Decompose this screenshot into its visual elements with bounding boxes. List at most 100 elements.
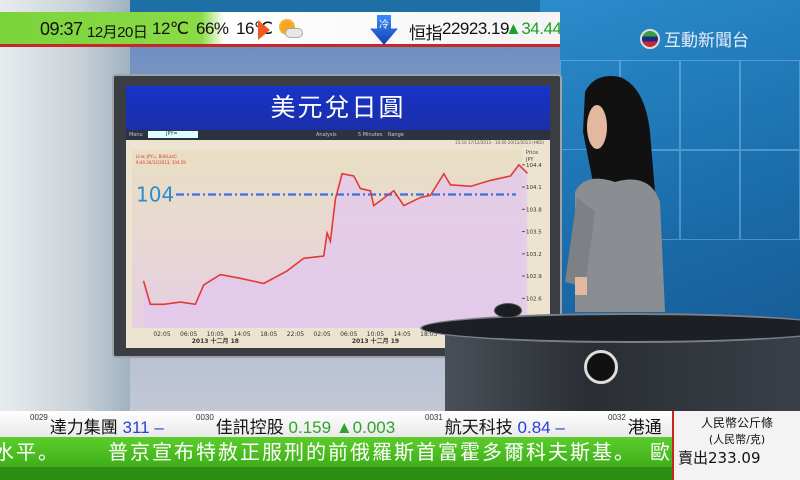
tvb-desk-logo-icon xyxy=(584,350,618,384)
monitor-screen: 美元兌日圓 Menu JPY= Analysis 5 Minutes Range… xyxy=(126,86,550,348)
x-tick-label: 22:05 xyxy=(287,331,304,338)
clock: 09:37 xyxy=(40,19,83,39)
crawl-segment: 普京宣布特赦正服刑的前俄羅斯首富霍多爾科夫斯基。 xyxy=(108,440,636,464)
data-point xyxy=(303,257,305,259)
gold-sell-price: 賣出233.09 xyxy=(678,449,761,467)
data-point xyxy=(194,303,196,305)
presenter xyxy=(565,76,665,312)
y-tick-label: 104.4 xyxy=(526,163,542,169)
date-range: 23:10 17/12/2013 - 10:00 20/12/2013 (HKD… xyxy=(455,140,544,145)
y-tick-label: 102.9 xyxy=(526,274,542,280)
temperature: 12℃ xyxy=(152,19,189,38)
news-crawl: 水平。 普京宣布特赦正服刑的前俄羅斯首富霍多爾科夫斯基。 歐 xyxy=(0,437,672,467)
x-date-label: 2013 十二月 19 xyxy=(352,337,399,345)
data-point xyxy=(326,232,328,234)
chart-title: 美元兌日圓 xyxy=(126,86,550,130)
data-point xyxy=(179,301,181,303)
data-point xyxy=(334,198,337,200)
data-point xyxy=(393,190,395,192)
data-point xyxy=(526,172,528,174)
channel-name: 互動新聞台 xyxy=(664,31,749,51)
legend-line-1: Line; JPY=, Bid(Last) xyxy=(136,154,177,159)
x-tick-label: 02:05 xyxy=(313,331,330,338)
data-point xyxy=(203,284,205,286)
data-point xyxy=(219,274,221,276)
ticker-item: 0030佳訊控股 0.159 ▲0.003 xyxy=(196,413,396,437)
toolbar-analysis[interactable]: Analysis xyxy=(316,132,337,138)
data-point xyxy=(143,280,145,282)
channel-logo: 互動新聞台 xyxy=(640,26,749,51)
x-date-label: 2013 十二月 18 xyxy=(192,337,239,345)
gold-unit: (人民幣/克) xyxy=(708,433,766,446)
data-point xyxy=(369,190,372,192)
x-tick-label: 10:05 xyxy=(207,331,224,338)
data-point xyxy=(419,196,422,199)
gold-title: 人民幣公斤條 xyxy=(700,416,773,430)
mouse xyxy=(494,303,522,318)
x-tick-label: 18:05 xyxy=(420,331,437,338)
tvb-logo-icon xyxy=(640,28,660,49)
humidity: 66% xyxy=(196,19,229,38)
ric-input[interactable]: JPY= xyxy=(148,131,198,138)
crawl-segment: 歐 xyxy=(650,440,672,464)
data-point xyxy=(341,173,343,175)
data-point xyxy=(329,240,332,242)
data-point xyxy=(509,175,512,177)
desk-front xyxy=(445,330,800,412)
reference-label: 104 xyxy=(136,183,174,207)
y-tick-label: 103.5 xyxy=(526,230,542,236)
date: 12月20日 xyxy=(87,24,148,41)
axis-unit: JPY xyxy=(525,157,534,163)
x-tick-label: 14:05 xyxy=(233,331,250,338)
data-point xyxy=(323,255,325,257)
y-tick-label: 104.1 xyxy=(526,185,542,191)
data-point xyxy=(443,173,445,175)
area-fill xyxy=(143,164,528,328)
sun-cloud-icon xyxy=(277,19,303,41)
data-point xyxy=(359,187,362,190)
x-tick-label: 14:05 xyxy=(393,331,410,338)
usd-jpy-chart: 23:10 17/12/2013 - 10:00 20/12/2013 (HKD… xyxy=(126,140,550,348)
data-point xyxy=(469,185,472,187)
chart-toolbar: Menu JPY= Analysis 5 Minutes Range xyxy=(126,130,550,140)
data-point xyxy=(163,303,165,305)
y-tick-label: 102.6 xyxy=(526,296,542,302)
y-tick-label: 103.8 xyxy=(526,207,542,213)
index-value: 22923.19 xyxy=(442,19,509,38)
crawl-segment: 水平。 xyxy=(0,440,60,464)
studio-monitor: 美元兌日圓 Menu JPY= Analysis 5 Minutes Range… xyxy=(112,74,562,358)
data-point xyxy=(149,303,151,305)
data-point xyxy=(353,175,355,177)
warning-label: 冷 xyxy=(379,20,389,31)
y-tick-label: 103.2 xyxy=(526,252,542,258)
toolbar-range[interactable]: Range xyxy=(388,132,404,138)
data-point xyxy=(373,205,375,207)
data-point xyxy=(429,194,432,196)
info-bar-divider xyxy=(0,44,560,47)
stock-ticker: 0029達力集團 311 – 0030佳訊控股 0.159 ▲0.003 003… xyxy=(0,411,672,437)
crawl-footer xyxy=(0,467,672,480)
data-point xyxy=(449,184,452,186)
ticker-item: 0031航天科技 0.84 – xyxy=(425,413,565,437)
arrow-right-icon xyxy=(258,20,270,40)
x-tick-label: 06:05 xyxy=(180,331,197,338)
toolbar-interval[interactable]: 5 Minutes xyxy=(358,132,383,138)
data-point xyxy=(403,205,405,207)
toolbar-menu[interactable]: Menu xyxy=(129,132,143,138)
x-tick-label: 10:05 xyxy=(367,331,384,338)
data-point xyxy=(263,282,265,285)
x-tick-label: 18:05 xyxy=(260,331,277,338)
index-name: 恒指 xyxy=(409,24,443,43)
studio-pillar xyxy=(0,0,130,480)
data-point xyxy=(489,179,492,182)
x-tick-label: 02:05 xyxy=(153,331,170,338)
data-point xyxy=(286,270,288,272)
gold-price-box: 人民幣公斤條 (人民幣/克) 賣出233.09 xyxy=(672,411,800,480)
ticker-item: 0029達力集團 311 – xyxy=(30,413,164,437)
news-desk xyxy=(420,313,800,343)
data-point xyxy=(518,164,520,166)
x-tick-label: 06:05 xyxy=(340,331,357,338)
axis-title: Price xyxy=(526,150,538,156)
ticker-item: 0032港通 xyxy=(608,413,662,437)
data-point xyxy=(239,277,241,279)
